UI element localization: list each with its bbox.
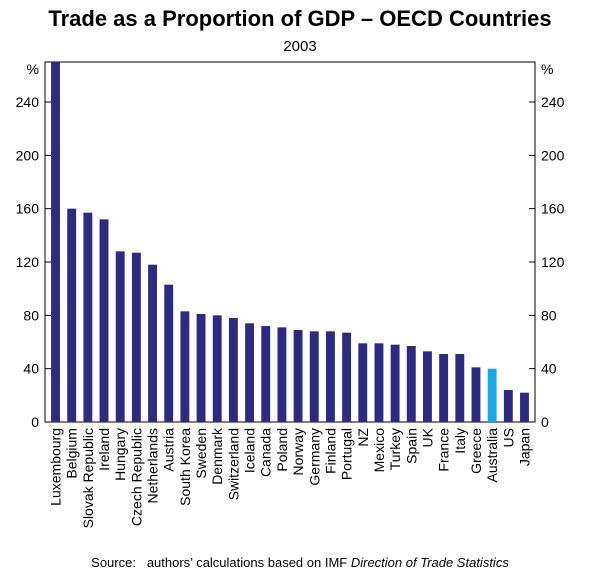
bar-chart: 0 0 40 40 80 80 120 120 160 160 200 200 240 240% % Luxe… [16,61,565,528]
bar-netherlands [148,264,157,422]
chart-subtitle: 2003 [283,38,317,55]
bar-luxembourg [51,62,60,422]
x-tick-label: Italy [452,428,468,454]
source-italic: Direction of Trade Statistics [350,555,509,570]
x-tick-label: UK [419,427,435,447]
bar-italy [455,354,465,422]
bar-denmark [212,315,222,422]
bar-austria [164,284,174,422]
source-note: Source: authors’ calculations based on I… [0,555,600,570]
y-tick-label-left: 120 [16,254,40,270]
y-tick-label-left: 0 [31,414,39,430]
bar-slovak-republic [83,212,93,422]
x-tick-label: Ireland [96,428,112,471]
y-tick-label-left: 40 [23,361,39,377]
x-tick-label: Norway [290,428,306,475]
x-tick-label: Japan [516,428,532,466]
x-tick-label: France [436,428,452,472]
y-tick-label-left: 240 [16,94,40,110]
x-tick-label: Czech Republic [128,428,144,526]
bar-poland [277,327,287,422]
bar-spain [406,346,416,422]
bar-norway [293,330,303,422]
x-tick-label: Australia [484,428,500,483]
x-tick-label: Denmark [209,427,225,485]
bar-turkey [390,344,400,422]
bar-germany [309,331,319,422]
y-tick-label-right: 200 [541,147,565,163]
x-tick-label: Slovak Republic [80,428,96,528]
y-tick-label-left: 200 [16,147,40,163]
bar-sweden [196,314,206,422]
x-tick-label: Netherlands [145,428,161,504]
bar-czech-republic [131,252,141,422]
bar-us [503,390,513,422]
chart-title: Trade as a Proportion of GDP – OECD Coun… [48,6,552,31]
x-tick-label: Luxembourg [48,428,64,506]
bar-france [439,354,449,422]
y-tick-label-right: 160 [541,201,565,217]
y-unit-left: % [27,61,39,77]
bar-iceland [245,323,255,422]
x-tick-label: Austria [161,428,177,472]
y-tick-label-right: 0 [541,414,549,430]
plot-frame [44,61,536,423]
x-tick-label: Greece [468,428,484,474]
x-tick-label: Belgium [64,428,80,479]
x-tick-label: Sweden [193,428,209,479]
bar-ireland [99,219,109,422]
x-tick-label: Canada [258,428,274,477]
x-tick-label: Mexico [371,428,387,473]
bar-hungary [115,251,125,422]
y-tick-label-right: 40 [541,361,557,377]
x-tick-label: South Korea [177,428,193,506]
bar-uk [423,351,432,422]
bar-belgium [67,208,77,422]
x-tick-label: NZ [355,428,371,447]
bar-mexico [374,343,384,422]
x-tick-label: Germany [306,428,322,486]
x-tick-label: Portugal [339,428,355,480]
bar-switzerland [228,318,238,422]
source-text: authors’ calculations based on IMF [146,555,348,570]
x-tick-label: Finland [322,428,338,474]
x-tick-label: Turkey [387,428,403,470]
y-unit-right: % [541,61,553,77]
bar-canada [261,326,271,422]
source-prefix: Source: [91,555,136,570]
y-tick-label-right: 240 [541,94,565,110]
y-tick-label-left: 80 [23,307,39,323]
y-tick-label-left: 160 [16,201,40,217]
x-tick-label: Spain [403,428,419,464]
x-tick-label: Iceland [242,428,258,473]
bar-greece [471,367,481,422]
x-tick-label: Hungary [112,428,128,481]
bar-nz [358,343,368,422]
x-tick-label: Switzerland [225,428,241,500]
bar-south-korea [180,311,190,422]
y-tick-label-right: 120 [541,254,565,270]
y-tick-label-right: 80 [541,307,557,323]
bar-japan [520,392,529,422]
x-tick-label: Poland [274,428,290,472]
bar-finland [325,331,335,422]
bar-portugal [342,332,352,422]
x-tick-label: US [500,428,516,447]
bar-australia [487,368,497,422]
